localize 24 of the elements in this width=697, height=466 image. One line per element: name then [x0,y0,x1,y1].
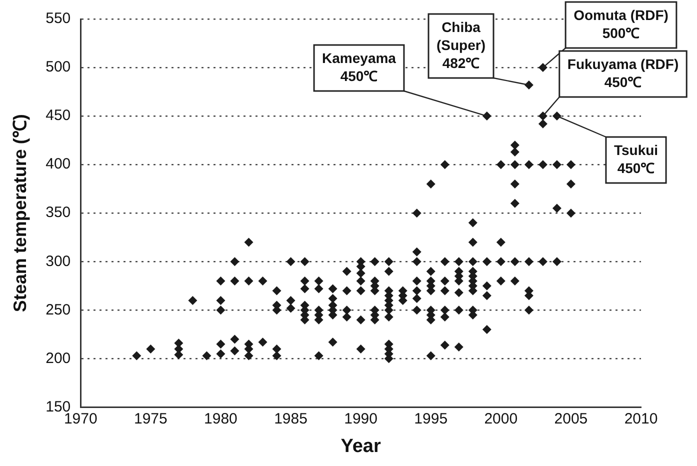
x-axis-title: Year [340,436,382,457]
x-tick-label: 2000 [484,410,518,428]
annotation: Fukuyama (RDF) 450℃ [567,56,679,90]
annotation: Tsukui 450℃ [614,142,658,176]
x-tick-label: 1985 [274,410,308,428]
annotation: Chiba (Super) 482℃ [436,18,486,71]
x-tick-label: 1975 [134,410,168,428]
y-tick-label: 250 [46,301,71,318]
y-tick-label: 350 [46,204,71,222]
annotation: Oomuta (RDF) 500℃ [574,6,668,41]
y-tick-label: 400 [46,156,71,173]
y-tick-label: 500 [46,58,71,76]
x-tick-label: 2005 [554,410,588,428]
annotation: Kameyama 450℃ [322,50,396,84]
y-tick-label: 200 [46,350,71,367]
x-tick-label: 1970 [64,410,98,428]
x-tick-label: 2010 [624,410,658,428]
y-tick-label: 550 [46,10,71,28]
x-tick-label: 1995 [414,410,448,428]
y-tick-label: 450 [46,107,71,124]
x-tick-label: 1980 [204,410,238,428]
y-tick-label: 300 [46,252,71,270]
y-axis-title: Steam temperature (℃) [10,114,30,312]
x-tick-label: 1990 [344,410,378,428]
